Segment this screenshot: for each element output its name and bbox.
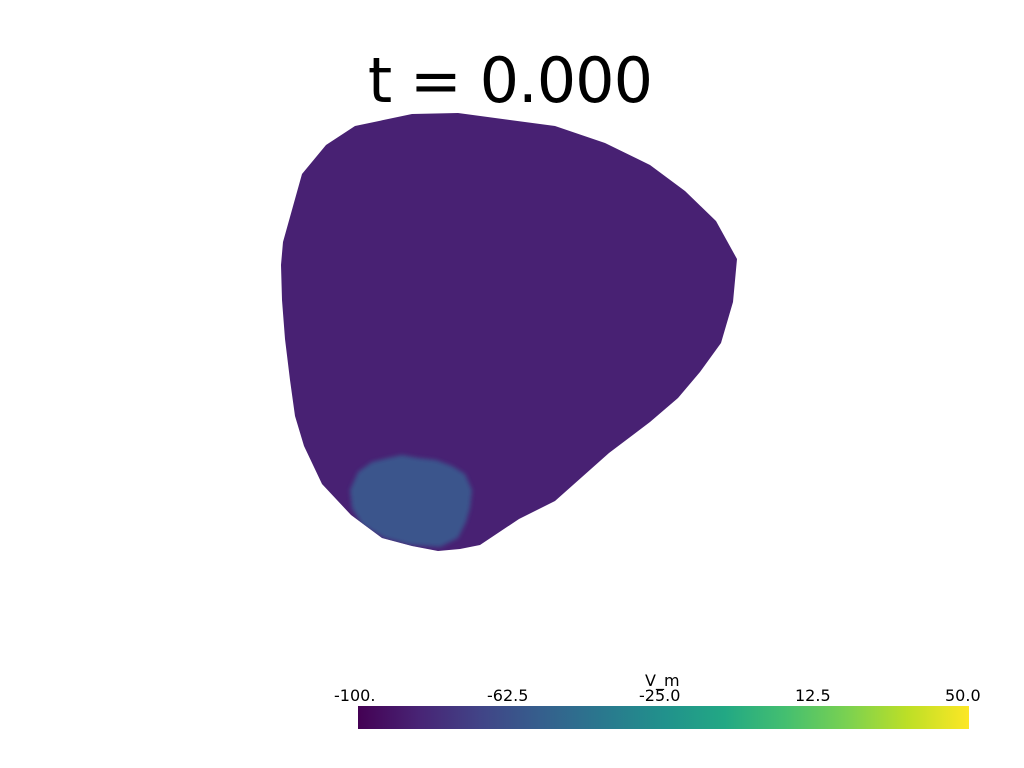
time-title: t = 0.000: [367, 44, 653, 117]
colorbar-tick-label: 50.0: [945, 686, 981, 705]
colorbar-gradient: [358, 706, 969, 729]
colorbar-tick-label: -25.0: [639, 686, 681, 705]
cardiac-tissue-mesh: [281, 113, 737, 551]
stimulus-region: [350, 455, 472, 547]
colorbar-tick-label: 12.5: [795, 686, 831, 705]
colorbar-tick-label: -62.5: [487, 686, 529, 705]
colorbar-title: V_m: [645, 671, 680, 690]
colorbar-tick-label: -100.: [334, 686, 376, 705]
